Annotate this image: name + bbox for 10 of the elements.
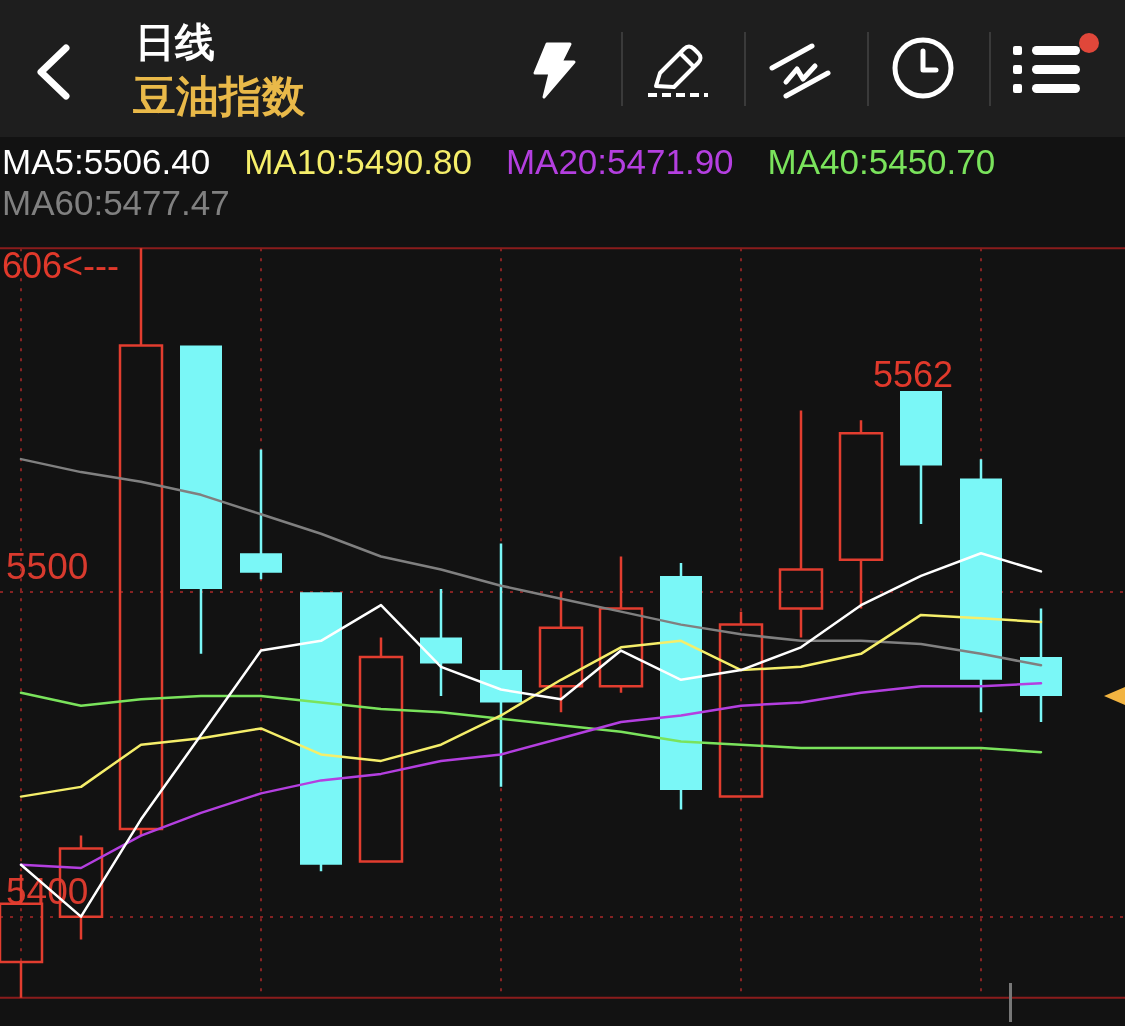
text: MA10:5490.80	[244, 141, 472, 182]
annotation: 606<---	[2, 245, 120, 287]
text: MA60:5477.47	[2, 182, 230, 223]
text: MA20:5471.90	[505, 141, 734, 182]
annotation: 5562	[872, 353, 954, 395]
y-tick-label: 5500	[6, 546, 89, 588]
text: MA40:5450.70	[767, 141, 996, 182]
chart-title: 日线	[135, 18, 215, 67]
text: MA5:5506.40	[2, 141, 211, 182]
chart-subtitle: 豆油指数	[133, 70, 305, 123]
